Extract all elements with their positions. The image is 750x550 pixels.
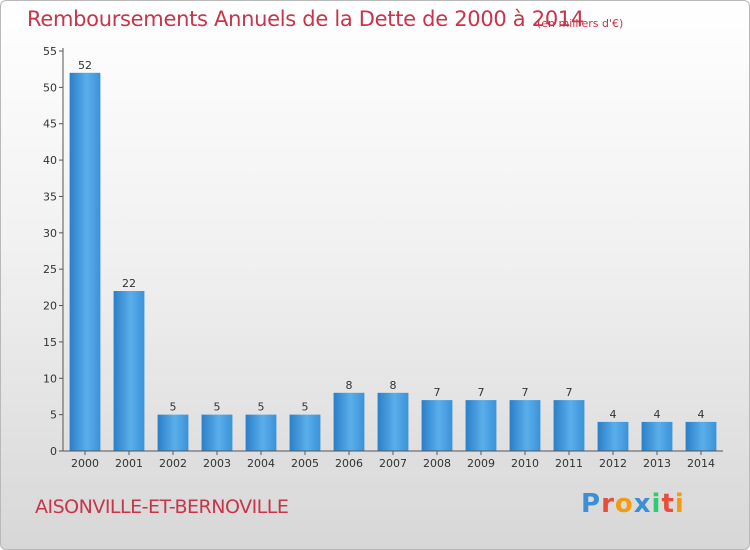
x-tick-label: 2007 [379, 457, 407, 470]
bar [553, 400, 585, 451]
x-tick-label: 2010 [511, 457, 539, 470]
bar [509, 400, 541, 451]
data-label: 8 [390, 379, 397, 392]
bar [641, 421, 673, 451]
y-tick-label: 50 [43, 81, 57, 94]
chart-unit: (en milliers d'€) [537, 17, 624, 30]
proxiti-logo[interactable]: Proxiti [581, 489, 685, 519]
logo-letter: i [674, 489, 685, 519]
y-tick-label: 5 [50, 409, 57, 422]
bar [113, 291, 145, 451]
x-tick-label: 2002 [159, 457, 187, 470]
x-tick-label: 2006 [335, 457, 363, 470]
x-tick-label: 2013 [643, 457, 671, 470]
y-axis: 0 5 10 15 20 25 30 35 40 45 50 55 [43, 45, 64, 458]
x-tick-label: 2012 [599, 457, 627, 470]
x-tick-label: 2001 [115, 457, 143, 470]
x-tick-label: 2014 [687, 457, 715, 470]
x-tick-label: 2009 [467, 457, 495, 470]
data-label: 22 [122, 277, 136, 290]
data-label: 5 [258, 401, 265, 414]
bar [333, 392, 365, 451]
bar [597, 421, 629, 451]
bars-group: 52 22 5 5 5 5 8 8 7 7 7 7 4 4 4 [69, 59, 717, 452]
x-tick-label: 2008 [423, 457, 451, 470]
data-label: 7 [566, 386, 573, 399]
y-tick-label: 45 [43, 118, 57, 131]
data-label: 7 [434, 386, 441, 399]
y-tick-label: 40 [43, 154, 57, 167]
y-tick-label: 25 [43, 263, 57, 276]
y-tick-label: 55 [43, 45, 57, 58]
data-label: 5 [170, 401, 177, 414]
bar [685, 421, 717, 451]
data-label: 5 [214, 401, 221, 414]
bar [69, 72, 101, 452]
logo-letter: P [581, 489, 602, 519]
x-tick-label: 2011 [555, 457, 583, 470]
x-tick-label: 2000 [71, 457, 99, 470]
bar [465, 400, 497, 451]
data-label: 4 [698, 408, 705, 421]
bar [201, 414, 233, 451]
y-tick-label: 15 [43, 336, 57, 349]
y-tick-label: 20 [43, 300, 57, 313]
data-label: 7 [522, 386, 529, 399]
data-label: 8 [346, 379, 353, 392]
chart-title: Remboursements Annuels de la Dette de 20… [27, 7, 584, 31]
x-tick-label: 2003 [203, 457, 231, 470]
y-tick-label: 10 [43, 372, 57, 385]
x-tick-label: 2005 [291, 457, 319, 470]
bar [289, 414, 321, 451]
x-axis: 2000 2001 2002 2003 2004 2005 2006 2007 2008 2009… [63, 450, 723, 470]
y-tick-label: 30 [43, 227, 57, 240]
data-label: 4 [610, 408, 617, 421]
bar [245, 414, 277, 451]
logo-letter: t [661, 489, 675, 519]
logo-letter: o [614, 489, 634, 519]
logo-letter: x [633, 489, 652, 519]
y-tick-label: 35 [43, 190, 57, 203]
bar [157, 414, 189, 451]
logo-letter: r [601, 489, 615, 519]
y-tick-label: 0 [50, 445, 57, 458]
data-label: 7 [478, 386, 485, 399]
commune-name: AISONVILLE-ET-BERNOVILLE [35, 496, 289, 518]
data-label: 5 [302, 401, 309, 414]
logo-letter: i [651, 489, 662, 519]
x-tick-label: 2004 [247, 457, 275, 470]
bar [421, 400, 453, 451]
bar [377, 392, 409, 451]
data-label: 52 [78, 59, 92, 72]
data-label: 4 [654, 408, 661, 421]
